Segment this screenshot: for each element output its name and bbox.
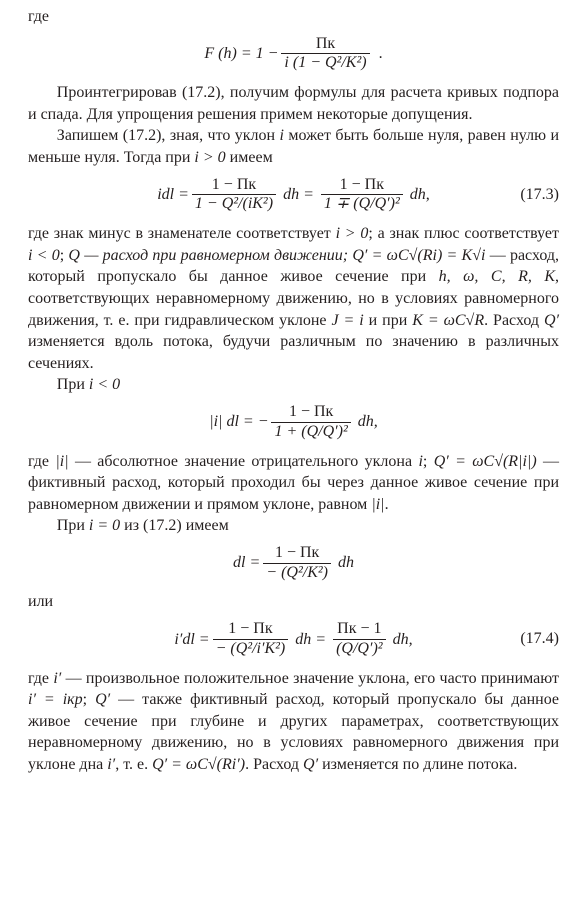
eq1-num: Пк [281, 36, 369, 54]
p7-Qp2: Q′ [303, 756, 318, 773]
p5a: где [28, 453, 55, 470]
eq1-period: . [379, 43, 383, 65]
p7f: . Расход [245, 756, 303, 773]
equation-17-4: i′dl = 1 − Пк − (Q²/i′K²) dh = Пк − 1 (Q… [28, 621, 559, 658]
p3-Qdef: Q — расход при равномерном движении; [68, 247, 352, 264]
para-3: где знак минус в знаменателе соответству… [28, 223, 559, 374]
eq5-f2-num: Пк − 1 [333, 621, 386, 639]
eq2-end: dh, [410, 184, 430, 206]
p7-Qp: Q′ [95, 691, 110, 708]
eq3-num: 1 − Пк [271, 404, 350, 422]
eq2-frac2: 1 − Пк 1 ∓ (Q/Q′)² [321, 177, 403, 214]
para-4: При i < 0 [28, 374, 559, 396]
eq2-f1-den: 1 − Q²/(iK²) [192, 194, 276, 213]
equation-17-3: idl = 1 − Пк 1 − Q²/(iK²) dh = 1 − Пк 1 … [28, 177, 559, 214]
p7g: изменяется по длине потока. [318, 756, 517, 773]
p3b: ; а знак плюс соответствует [368, 225, 559, 242]
eq2-f2-den: 1 ∓ (Q/Q′)² [321, 194, 403, 213]
p7-Qdef: Q′ = ωC√(Ri′) [152, 756, 245, 773]
p7b: — произвольное положительное значение ук… [61, 670, 559, 687]
p5-Qp: Q′ = ωC√(R|i|) [434, 453, 537, 470]
p2a: Запишем (17.2), зная, что уклон [57, 127, 280, 144]
eq-number-17-3: (17.3) [520, 184, 559, 206]
p3-J: J = i [331, 312, 363, 329]
p3-c1: i > 0 [336, 225, 369, 242]
eq1-lhs: F (h) = 1 − [204, 43, 278, 65]
eq5-mid: dh = [295, 629, 326, 651]
p3-K: K = ωC√R [412, 312, 484, 329]
p5b: — абсолютное значение отрицательного укл… [69, 453, 419, 470]
p3-c2: i < 0 [28, 247, 60, 264]
para-6: При i = 0 из (17.2) имеем [28, 515, 559, 537]
eq2-f1-num: 1 − Пк [192, 177, 276, 195]
para-5: где |i| — абсолютное значение отрицатель… [28, 451, 559, 516]
eq2-f2-num: 1 − Пк [321, 177, 403, 195]
eq3-den: 1 + (Q/Q′)² [271, 422, 350, 441]
eq2-frac1: 1 − Пк 1 − Q²/(iK²) [192, 177, 276, 214]
p4-cond: i < 0 [89, 376, 120, 393]
equation-abs-i: |i| dl = − 1 − Пк 1 + (Q/Q′)² dh, [28, 404, 559, 441]
p3-Q2: Q′ [544, 312, 559, 329]
p5e: . [385, 496, 389, 513]
p2c: имеем [226, 149, 273, 166]
eq4-den: − (Q²/K²) [263, 563, 331, 582]
p7-ip2: i′ [107, 756, 115, 773]
eq4-lhs: dl = [233, 552, 260, 574]
p3g: . Расход [484, 312, 544, 329]
p6b: из (17.2) имеем [120, 517, 229, 534]
text-or: или [28, 591, 559, 613]
eq4-frac: 1 − Пк − (Q²/K²) [263, 545, 331, 582]
p7e: , т. е. [115, 756, 152, 773]
p5-absi: |i| [55, 453, 68, 470]
p3-Qprime: Q′ = ωC√(Ri) = K√i [352, 247, 485, 264]
eq5-frac1: 1 − Пк − (Q²/i′K²) [213, 621, 289, 658]
eq3-lhs: |i| dl = − [209, 411, 268, 433]
text-gde: где [28, 6, 559, 28]
p6a: При [57, 517, 89, 534]
equation-dl: dl = 1 − Пк − (Q²/K²) dh [28, 545, 559, 582]
para-1: Проинтегрировав (17.2), получим формулы … [28, 82, 559, 125]
p3f: и при [364, 312, 413, 329]
eq4-num: 1 − Пк [263, 545, 331, 563]
p7-ipcr: i′ = iкр [28, 691, 83, 708]
para-2: Запишем (17.2), зная, что уклон i может … [28, 125, 559, 168]
eq3-end: dh, [358, 411, 378, 433]
p7c: ; [83, 691, 95, 708]
p5c: ; [423, 453, 434, 470]
eq-number-17-4: (17.4) [520, 629, 559, 651]
p4a: При [57, 376, 89, 393]
eq2-lhs: idl = [157, 184, 189, 206]
p3-vars: h, ω, C, R, K [439, 268, 555, 285]
eq5-f1-num: 1 − Пк [213, 621, 289, 639]
p6-cond: i = 0 [89, 517, 120, 534]
p3a: где знак минус в знаменателе соответству… [28, 225, 336, 242]
p5-absi2: |i| [371, 496, 384, 513]
eq5-lhs: i′dl = [174, 629, 209, 651]
eq2-mid: dh = [283, 184, 314, 206]
eq5-f2-den: (Q/Q′)² [333, 639, 386, 658]
p7a: где [28, 670, 53, 687]
p3h: изменяется вдоль потока, будучи различны… [28, 333, 559, 372]
p2-cond: i > 0 [194, 149, 225, 166]
eq5-f1-den: − (Q²/i′K²) [213, 639, 289, 658]
eq5-frac2: Пк − 1 (Q/Q′)² [333, 621, 386, 658]
eq3-frac: 1 − Пк 1 + (Q/Q′)² [271, 404, 350, 441]
eq1-frac: Пк i (1 − Q²/K²) [281, 36, 369, 73]
eq1-den: i (1 − Q²/K²) [281, 53, 369, 72]
eq5-end: dh, [393, 629, 413, 651]
eq4-end: dh [338, 552, 354, 574]
equation-F-h: F (h) = 1 − Пк i (1 − Q²/K²) . [28, 36, 559, 73]
para-7: где i′ — произвольное положительное знач… [28, 668, 559, 776]
